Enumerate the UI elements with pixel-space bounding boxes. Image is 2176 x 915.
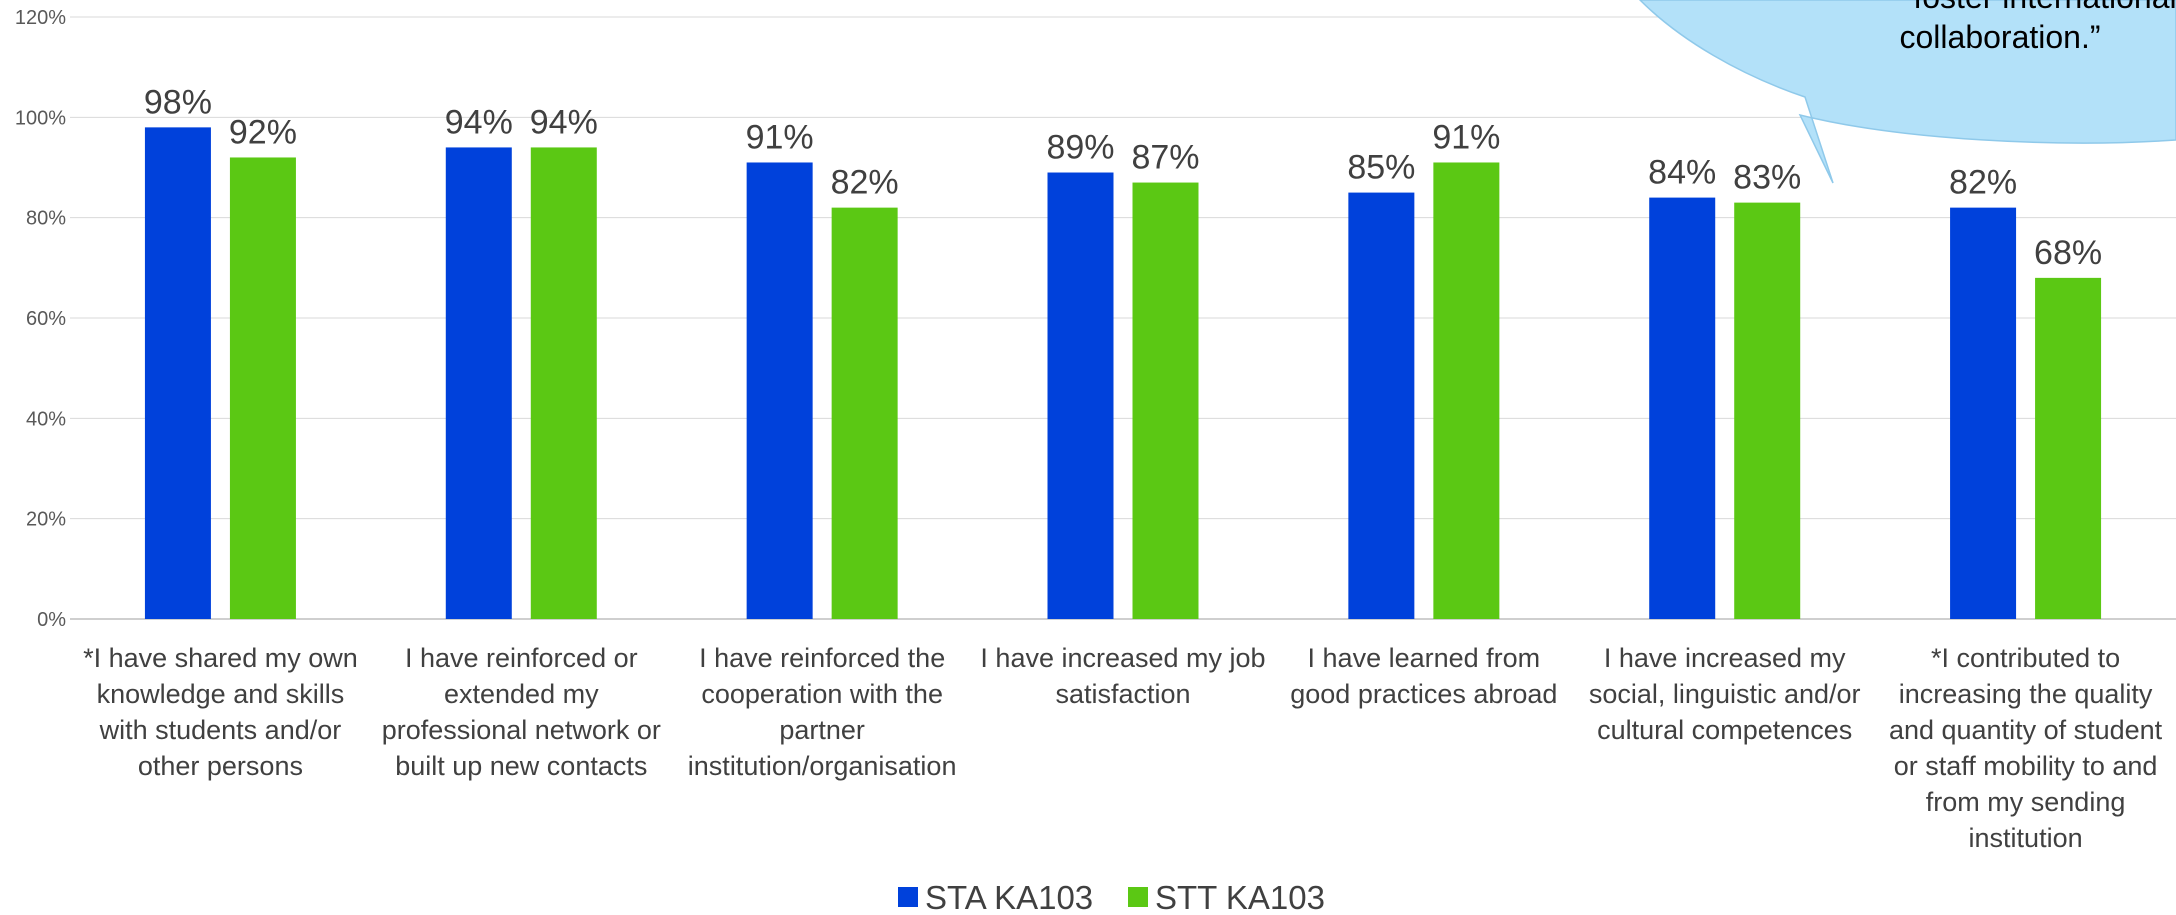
bar-stt [2035,277,2102,619]
data-label: 85% [1347,149,1415,187]
callout-line-1: foster international [1913,0,2176,15]
legend-swatch [898,887,918,907]
data-label: 91% [746,118,814,156]
data-label: 94% [445,103,513,141]
bar-stt [1132,182,1199,620]
category-label: I have increased my social, linguistic an… [1589,643,1861,745]
data-label: 87% [1131,139,1199,177]
data-label: 98% [144,83,212,121]
data-labels: 98% 92% 94% 94% 91% 82% 89% 87% 85% 91% 84% 83% 82% 6… [144,83,2102,272]
bar-stt [530,147,597,619]
category-label: I have reinforced the cooperation with th… [688,643,957,781]
bar-sta [144,127,211,619]
gridlines [70,16,2176,620]
category-label: I have increased my job satisfaction [980,643,1265,709]
bar-sta [1649,197,1716,619]
data-label: 83% [1733,159,1801,197]
legend-swatch [1128,887,1148,907]
data-label: 94% [530,103,598,141]
category-label: *I contributed to increasing the quality a… [1889,643,2163,853]
data-label: 89% [1046,129,1114,167]
data-label: 91% [1432,118,1500,156]
legend-label: STT KA103 [1155,879,1325,915]
bar-sta [1348,192,1415,620]
data-label: 68% [2034,234,2102,272]
y-tick-label: 80% [26,208,66,230]
y-tick-label: 120% [15,7,66,29]
y-tick-label: 100% [15,107,66,129]
data-label: 84% [1648,154,1716,192]
callout-line-2: collaboration.” [1900,19,2101,55]
y-tick-label: 0% [37,609,66,631]
bar-sta [746,162,813,619]
bar-stt [1734,202,1801,619]
data-label: 82% [831,164,899,202]
data-label: 92% [229,113,297,151]
callout-bubble [1638,0,2176,184]
speech-bubble-callout: foster international collaboration.” [1638,0,2176,184]
legend: STA KA103 STT KA103 [898,879,1325,915]
y-axis-ticks: 0% 20% 40% 60% 80% 100% 120% [15,7,66,631]
bar-stt [831,207,898,619]
bar-sta [1950,207,2017,619]
category-label: I have reinforced or extended my professio… [382,643,661,781]
bar-stt [229,157,296,619]
y-tick-label: 60% [26,308,66,330]
legend-label: STA KA103 [925,879,1093,915]
category-label: *I have shared my own knowledge and skill… [83,643,358,781]
category-label: I have learned from good practices abroad [1290,643,1557,709]
y-tick-label: 40% [26,408,66,430]
category-labels: *I have shared my own knowledge and skill… [83,643,2163,853]
y-tick-label: 20% [26,509,66,531]
data-label: 82% [1949,164,2017,202]
bars [144,127,2102,620]
bar-stt [1433,162,1500,619]
bar-sta [1047,172,1114,619]
bar-sta [445,147,512,619]
